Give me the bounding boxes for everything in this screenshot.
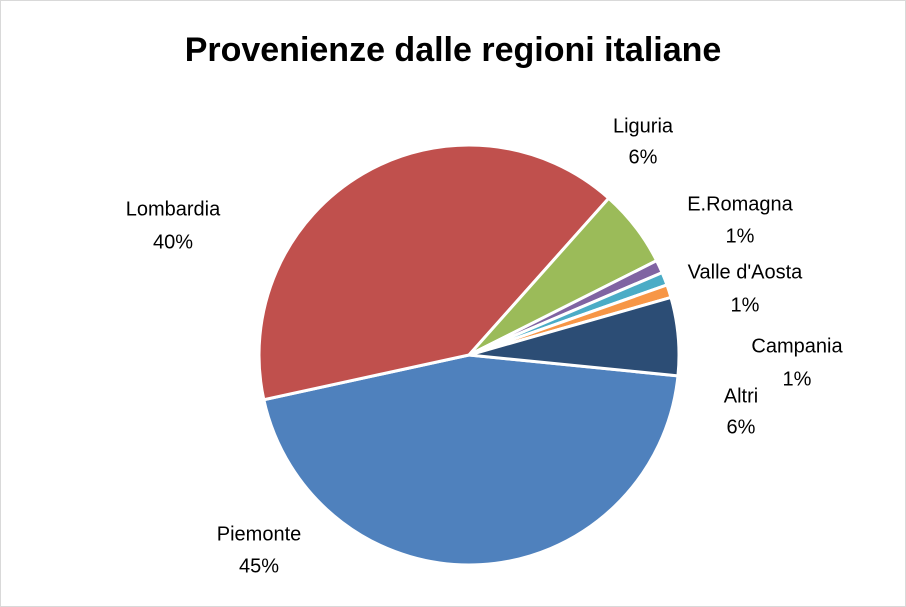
slice-value-label: 45% <box>239 555 279 577</box>
slice-value-label: 6% <box>727 416 756 438</box>
slice-value-label: 1% <box>731 294 760 316</box>
slice-label: Altri <box>724 385 758 407</box>
pie-slice <box>257 143 611 402</box>
slice-value-label: 1% <box>726 225 755 247</box>
slice-value-label: 1% <box>783 368 812 390</box>
slice-label: Campania <box>751 335 843 357</box>
pie-slice <box>262 353 680 567</box>
slice-label: Lombardia <box>126 198 221 220</box>
slice-value-label: 6% <box>629 146 658 168</box>
chart-title: Provenienze dalle regioni italiane <box>185 31 722 69</box>
slice-label: Piemonte <box>217 523 302 545</box>
slice-label: E.Romagna <box>687 193 793 215</box>
slice-label: Liguria <box>613 115 674 137</box>
slice-value-label: 40% <box>153 231 193 253</box>
slice-label: Valle d'Aosta <box>688 261 804 283</box>
pie-slice <box>468 295 681 378</box>
